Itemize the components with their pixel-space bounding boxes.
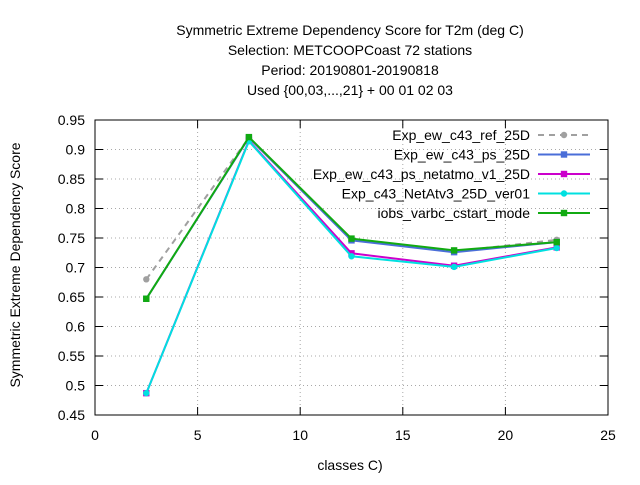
x-axis-label: classes C) bbox=[317, 457, 382, 473]
y-tick-label: 0.95 bbox=[58, 112, 85, 128]
grid bbox=[95, 120, 608, 415]
y-tick-label: 0.45 bbox=[58, 407, 85, 423]
legend-label: Exp_ew_c43_ps_netatmo_v1_25D bbox=[313, 166, 530, 182]
data-point bbox=[348, 253, 355, 260]
y-tick-label: 0.8 bbox=[66, 201, 86, 217]
legend: Exp_ew_c43_ref_25D Exp_ew_c43_ps_25D Exp_e… bbox=[313, 127, 590, 221]
data-point bbox=[450, 263, 458, 271]
x-tick-label: 20 bbox=[498, 427, 514, 443]
legend-entry-5: iobs_varbc_cstart_mode bbox=[377, 205, 590, 221]
legend-label: Exp_c43_NetAtv3_25D_ver01 bbox=[342, 186, 531, 202]
data-point bbox=[553, 244, 560, 252]
legend-label: Exp_ew_c43_ref_25D bbox=[392, 127, 530, 143]
y-tick-label: 0.65 bbox=[58, 289, 85, 305]
x-tick-label: 0 bbox=[91, 427, 99, 443]
x-tick-label: 5 bbox=[194, 427, 202, 443]
series-5 bbox=[143, 133, 560, 302]
legend-label: Exp_ew_c43_ps_25D bbox=[394, 147, 530, 163]
legend-swatch-marker bbox=[560, 209, 568, 217]
legend-swatch-marker bbox=[560, 151, 568, 158]
title-line-2: Selection: METCOOPCoast 72 stations bbox=[228, 42, 472, 58]
legend-entry-3: Exp_ew_c43_ps_netatmo_v1_25D bbox=[313, 166, 590, 182]
data-point bbox=[348, 235, 355, 242]
legend-entry-2: Exp_ew_c43_ps_25D bbox=[394, 147, 590, 163]
y-tick-label: 0.6 bbox=[66, 319, 86, 335]
y-tick-label: 0.9 bbox=[66, 142, 86, 158]
legend-swatch-marker bbox=[560, 190, 568, 197]
legend-entry-4: Exp_c43_NetAtv3_25D_ver01 bbox=[342, 186, 590, 202]
ticks: 0 5 10 15 20 25 0.45 0.5 0.55 0.6 0.65 0.7 0.75 0.8 0.… bbox=[58, 112, 616, 443]
title-line-1: Symmetric Extreme Dependency Score for T… bbox=[176, 22, 524, 38]
y-tick-label: 0.75 bbox=[58, 230, 85, 246]
title-line-3: Period: 20190801-20190818 bbox=[261, 62, 439, 78]
x-tick-label: 15 bbox=[395, 427, 411, 443]
chart-title: Symmetric Extreme Dependency Score for T… bbox=[176, 22, 524, 98]
data-point bbox=[245, 133, 253, 141]
legend-label: iobs_varbc_cstart_mode bbox=[377, 205, 530, 221]
legend-entry-1: Exp_ew_c43_ref_25D bbox=[392, 127, 590, 143]
y-tick-label: 0.85 bbox=[58, 171, 85, 187]
data-point bbox=[143, 276, 150, 283]
x-tick-label: 25 bbox=[600, 427, 616, 443]
series bbox=[143, 133, 560, 397]
y-axis-label: Symmetric Extreme Dependency Score bbox=[7, 142, 23, 387]
y-tick-label: 0.55 bbox=[58, 348, 85, 364]
data-point bbox=[143, 389, 150, 397]
x-tick-label: 10 bbox=[292, 427, 308, 443]
legend-swatch-marker bbox=[560, 131, 568, 139]
legend-swatch-marker bbox=[560, 170, 568, 178]
data-point bbox=[450, 247, 458, 254]
data-point bbox=[553, 238, 560, 246]
y-tick-label: 0.7 bbox=[66, 260, 86, 276]
title-line-4: Used {00,03,...,21} + 00 01 02 03 bbox=[247, 82, 453, 98]
y-tick-label: 0.5 bbox=[66, 378, 86, 394]
data-point bbox=[143, 295, 150, 302]
